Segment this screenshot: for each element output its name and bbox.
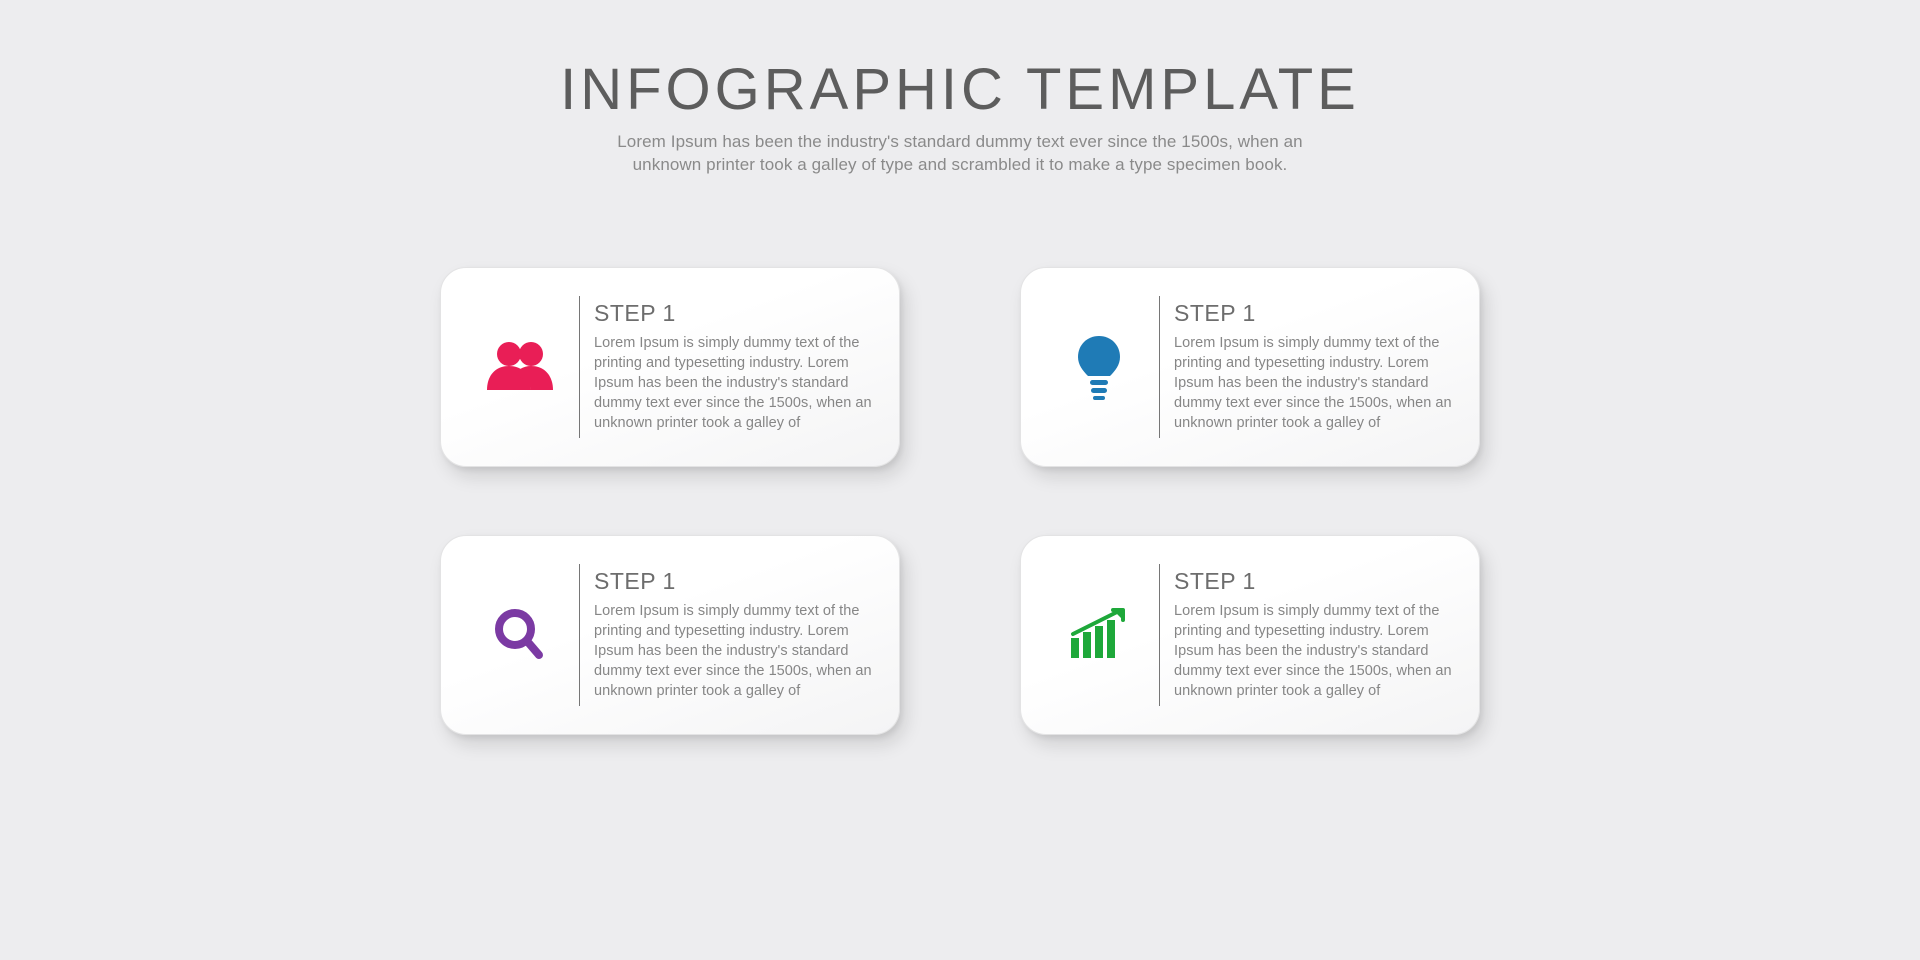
step-label: STEP 1 (1174, 568, 1453, 595)
card-step-3: STEP 1 Lorem Ipsum is simply dummy text … (1020, 535, 1480, 735)
page-subtitle: Lorem Ipsum has been the industry's stan… (600, 131, 1320, 177)
card-divider (1159, 296, 1160, 438)
step-label: STEP 1 (594, 568, 873, 595)
card-text: STEP 1 Lorem Ipsum is simply dummy text … (594, 300, 873, 433)
page-title: INFOGRAPHIC TEMPLATE (560, 56, 1360, 123)
infographic-page: INFOGRAPHIC TEMPLATE Lorem Ipsum has bee… (0, 0, 1920, 960)
card-text: STEP 1 Lorem Ipsum is simply dummy text … (1174, 300, 1453, 433)
step-desc: Lorem Ipsum is simply dummy text of the … (594, 601, 873, 701)
growth-icon (1039, 608, 1159, 662)
card-divider (579, 564, 580, 706)
step-desc: Lorem Ipsum is simply dummy text of the … (594, 333, 873, 433)
card-step-2: STEP 1 Lorem Ipsum is simply dummy text … (440, 535, 900, 735)
card-step-1: STEP 1 Lorem Ipsum is simply dummy text … (1020, 267, 1480, 467)
people-icon (459, 340, 579, 394)
step-desc: Lorem Ipsum is simply dummy text of the … (1174, 601, 1453, 701)
card-text: STEP 1 Lorem Ipsum is simply dummy text … (1174, 568, 1453, 701)
magnifier-icon (459, 605, 579, 665)
card-divider (579, 296, 580, 438)
cards-grid: STEP 1 Lorem Ipsum is simply dummy text … (440, 267, 1480, 735)
lightbulb-icon (1039, 334, 1159, 400)
step-desc: Lorem Ipsum is simply dummy text of the … (1174, 333, 1453, 433)
card-text: STEP 1 Lorem Ipsum is simply dummy text … (594, 568, 873, 701)
card-divider (1159, 564, 1160, 706)
card-step-0: STEP 1 Lorem Ipsum is simply dummy text … (440, 267, 900, 467)
step-label: STEP 1 (594, 300, 873, 327)
step-label: STEP 1 (1174, 300, 1453, 327)
